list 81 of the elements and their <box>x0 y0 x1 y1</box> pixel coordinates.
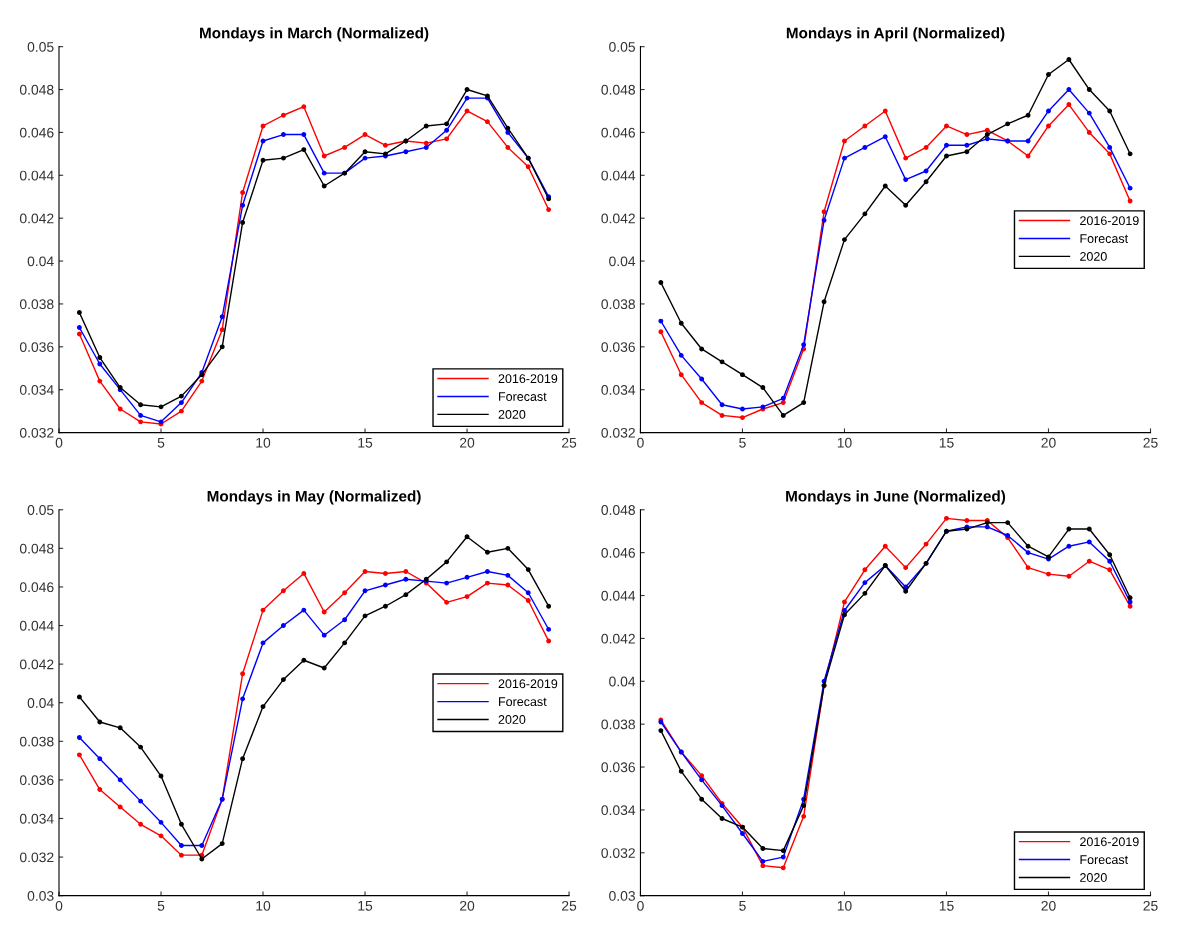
y-tick-label: 0.046 <box>601 547 635 558</box>
x-tick-label: 25 <box>1143 900 1158 911</box>
chart-title: Mondays in March (Normalized) <box>200 27 429 42</box>
y-tick-label: 0.042 <box>19 213 54 224</box>
y-tick-label: 0.032 <box>19 852 54 863</box>
legend-label: Forecast <box>1080 855 1129 865</box>
legend-label: Forecast <box>499 392 547 401</box>
y-tick-label: 0.03 <box>27 891 54 901</box>
y-tick-label: 0.038 <box>601 719 635 730</box>
y-tick-label: 0.042 <box>601 633 635 644</box>
y-tick-label: 0.046 <box>601 127 635 138</box>
chart-title: Mondays in April (Normalized) <box>786 27 1005 42</box>
legend-label: 2016-2019 <box>1080 837 1139 847</box>
y-tick-label: 0.038 <box>601 299 635 310</box>
x-tick-label: 20 <box>1041 900 1056 911</box>
y-tick-label: 0.038 <box>19 736 54 747</box>
x-tick-label: 10 <box>256 437 271 448</box>
legend-label: 2020 <box>498 715 526 724</box>
y-tick-label: 0.036 <box>601 342 635 352</box>
x-tick-label: 0 <box>55 437 63 448</box>
legend-label: 2020 <box>1080 873 1107 882</box>
x-tick-label: 15 <box>358 901 373 911</box>
y-tick-label: 0.05 <box>609 41 636 52</box>
y-tick-label: 0.048 <box>19 84 54 95</box>
y-tick-label: 0.042 <box>601 213 635 224</box>
y-tick-label: 0.05 <box>27 505 54 515</box>
x-tick-label: 5 <box>739 901 746 911</box>
legend-label: 2020 <box>498 410 526 419</box>
legend-label: 2016-2019 <box>498 374 558 384</box>
chart-title: Mondays in May (Normalized) <box>207 490 421 505</box>
y-tick-label: 0.046 <box>19 127 54 138</box>
x-tick-label: 0 <box>637 900 644 911</box>
x-tick-label: 20 <box>460 437 475 448</box>
x-tick-label: 25 <box>1143 437 1158 448</box>
y-tick-label: 0.04 <box>27 256 54 267</box>
x-tick-label: 5 <box>157 437 165 448</box>
x-tick-label: 25 <box>562 900 577 911</box>
y-tick-label: 0.032 <box>601 427 635 438</box>
x-tick-label: 20 <box>460 900 475 911</box>
x-tick-label: 10 <box>837 900 852 911</box>
y-tick-label: 0.032 <box>19 427 54 438</box>
y-tick-label: 0.048 <box>19 543 54 554</box>
y-tick-label: 0.04 <box>609 676 636 687</box>
x-tick-label: 0 <box>637 437 644 448</box>
y-tick-label: 0.036 <box>19 342 54 352</box>
y-tick-label: 0.034 <box>19 813 54 824</box>
x-tick-label: 0 <box>55 900 63 911</box>
x-tick-label: 10 <box>837 437 852 448</box>
chart-title: Mondays in June (Normalized) <box>786 490 1006 505</box>
y-tick-label: 0.044 <box>601 590 636 601</box>
y-tick-label: 0.05 <box>27 41 54 52</box>
y-tick-label: 0.038 <box>19 299 54 310</box>
y-tick-label: 0.048 <box>601 84 635 95</box>
legend-label: 2016-2019 <box>498 679 558 689</box>
y-tick-label: 0.044 <box>19 170 54 181</box>
legend-label: 2016-2019 <box>1080 216 1139 226</box>
y-tick-label: 0.036 <box>601 762 635 773</box>
y-tick-label: 0.046 <box>19 582 54 593</box>
y-tick-label: 0.03 <box>609 891 635 901</box>
y-tick-label: 0.042 <box>19 659 54 670</box>
x-tick-label: 15 <box>939 901 954 911</box>
y-tick-label: 0.04 <box>27 698 54 708</box>
legend-label: 2020 <box>1080 252 1107 261</box>
y-tick-label: 0.044 <box>19 620 54 631</box>
x-tick-label: 5 <box>739 437 746 448</box>
x-tick-label: 25 <box>562 437 577 448</box>
x-tick-label: 5 <box>157 901 165 911</box>
y-tick-label: 0.044 <box>601 170 636 181</box>
x-tick-label: 10 <box>256 900 271 911</box>
x-tick-label: 20 <box>1041 437 1056 448</box>
y-tick-label: 0.034 <box>19 385 54 395</box>
legend-label: Forecast <box>499 697 547 707</box>
x-tick-label: 15 <box>939 437 954 448</box>
y-tick-label: 0.04 <box>609 256 636 267</box>
y-tick-label: 0.034 <box>601 385 636 395</box>
y-tick-label: 0.032 <box>601 848 635 858</box>
y-tick-label: 0.048 <box>601 505 635 515</box>
legend-label: Forecast <box>1080 234 1129 243</box>
y-tick-label: 0.036 <box>19 775 54 786</box>
y-tick-label: 0.034 <box>601 805 636 816</box>
x-tick-label: 15 <box>358 437 373 448</box>
